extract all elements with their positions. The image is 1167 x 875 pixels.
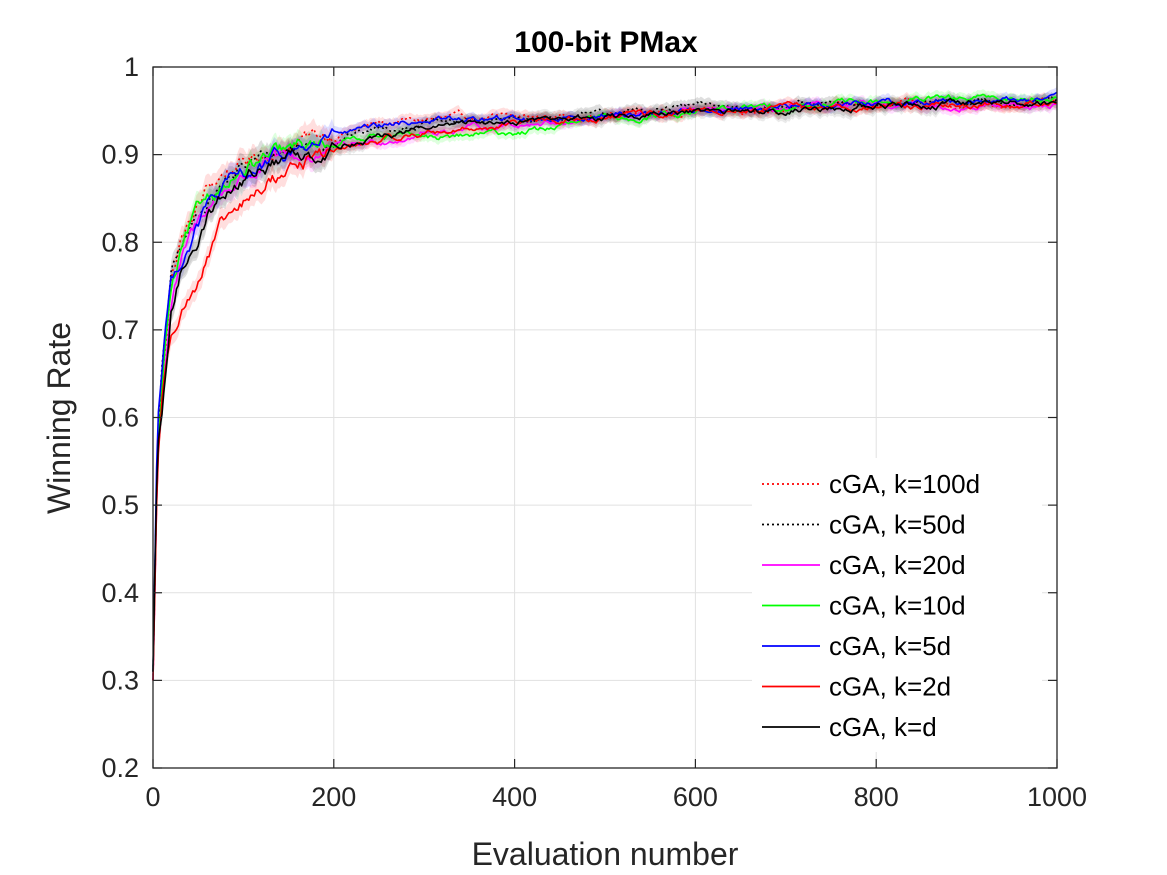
y-tick-label: 0.7: [101, 315, 139, 345]
y-tick-label: 1: [124, 52, 139, 82]
chart-title: 100-bit PMax: [514, 26, 698, 59]
legend-label: cGA, k=100d: [829, 469, 980, 499]
x-tick-label: 1000: [1027, 782, 1087, 812]
legend-label: cGA, k=50d: [829, 510, 966, 540]
y-tick-label: 0.3: [101, 665, 139, 695]
x-tick-label: 800: [854, 782, 899, 812]
series-lines: [152, 91, 1058, 681]
x-tick-label: 600: [673, 782, 718, 812]
y-tick-label: 0.8: [101, 227, 139, 257]
y-axis-label: Winning Rate: [41, 322, 77, 514]
axis-ticks: [152, 66, 1058, 769]
x-axis-label: Evaluation number: [472, 836, 739, 872]
x-tick-labels: 0 200 400 600 800 1000: [145, 782, 1087, 812]
legend-label: cGA, k=2d: [829, 672, 951, 702]
legend-label: cGA, k=5d: [829, 631, 951, 661]
x-tick-label: 400: [492, 782, 537, 812]
y-tick-label: 0.2: [101, 753, 139, 783]
legend-label: cGA, k=10d: [829, 591, 966, 621]
legend-label: cGA, k=d: [829, 712, 937, 742]
y-tick-label: 0.5: [101, 490, 139, 520]
series-line-cga-k-5d: [152, 91, 1058, 672]
series-line-cga-k-2d: [152, 100, 1058, 681]
legend-label: cGA, k=20d: [829, 550, 966, 580]
legend: cGA, k=100d cGA, k=50d cGA, k=20d cGA, k=10…: [752, 458, 1042, 752]
series-line-cga-k-d: [152, 97, 1058, 672]
y-tick-label: 0.4: [101, 578, 139, 608]
y-tick-label: 0.9: [101, 140, 139, 170]
band-cga-k-100d: [153, 92, 1057, 691]
x-tick-label: 0: [145, 782, 160, 812]
x-tick-label: 200: [311, 782, 356, 812]
confidence-bands: [153, 87, 1057, 691]
y-tick-label: 0.6: [101, 403, 139, 433]
y-tick-labels: 0.2 0.3 0.4 0.5 0.6 0.7 0.8 0.9 1: [101, 52, 139, 783]
